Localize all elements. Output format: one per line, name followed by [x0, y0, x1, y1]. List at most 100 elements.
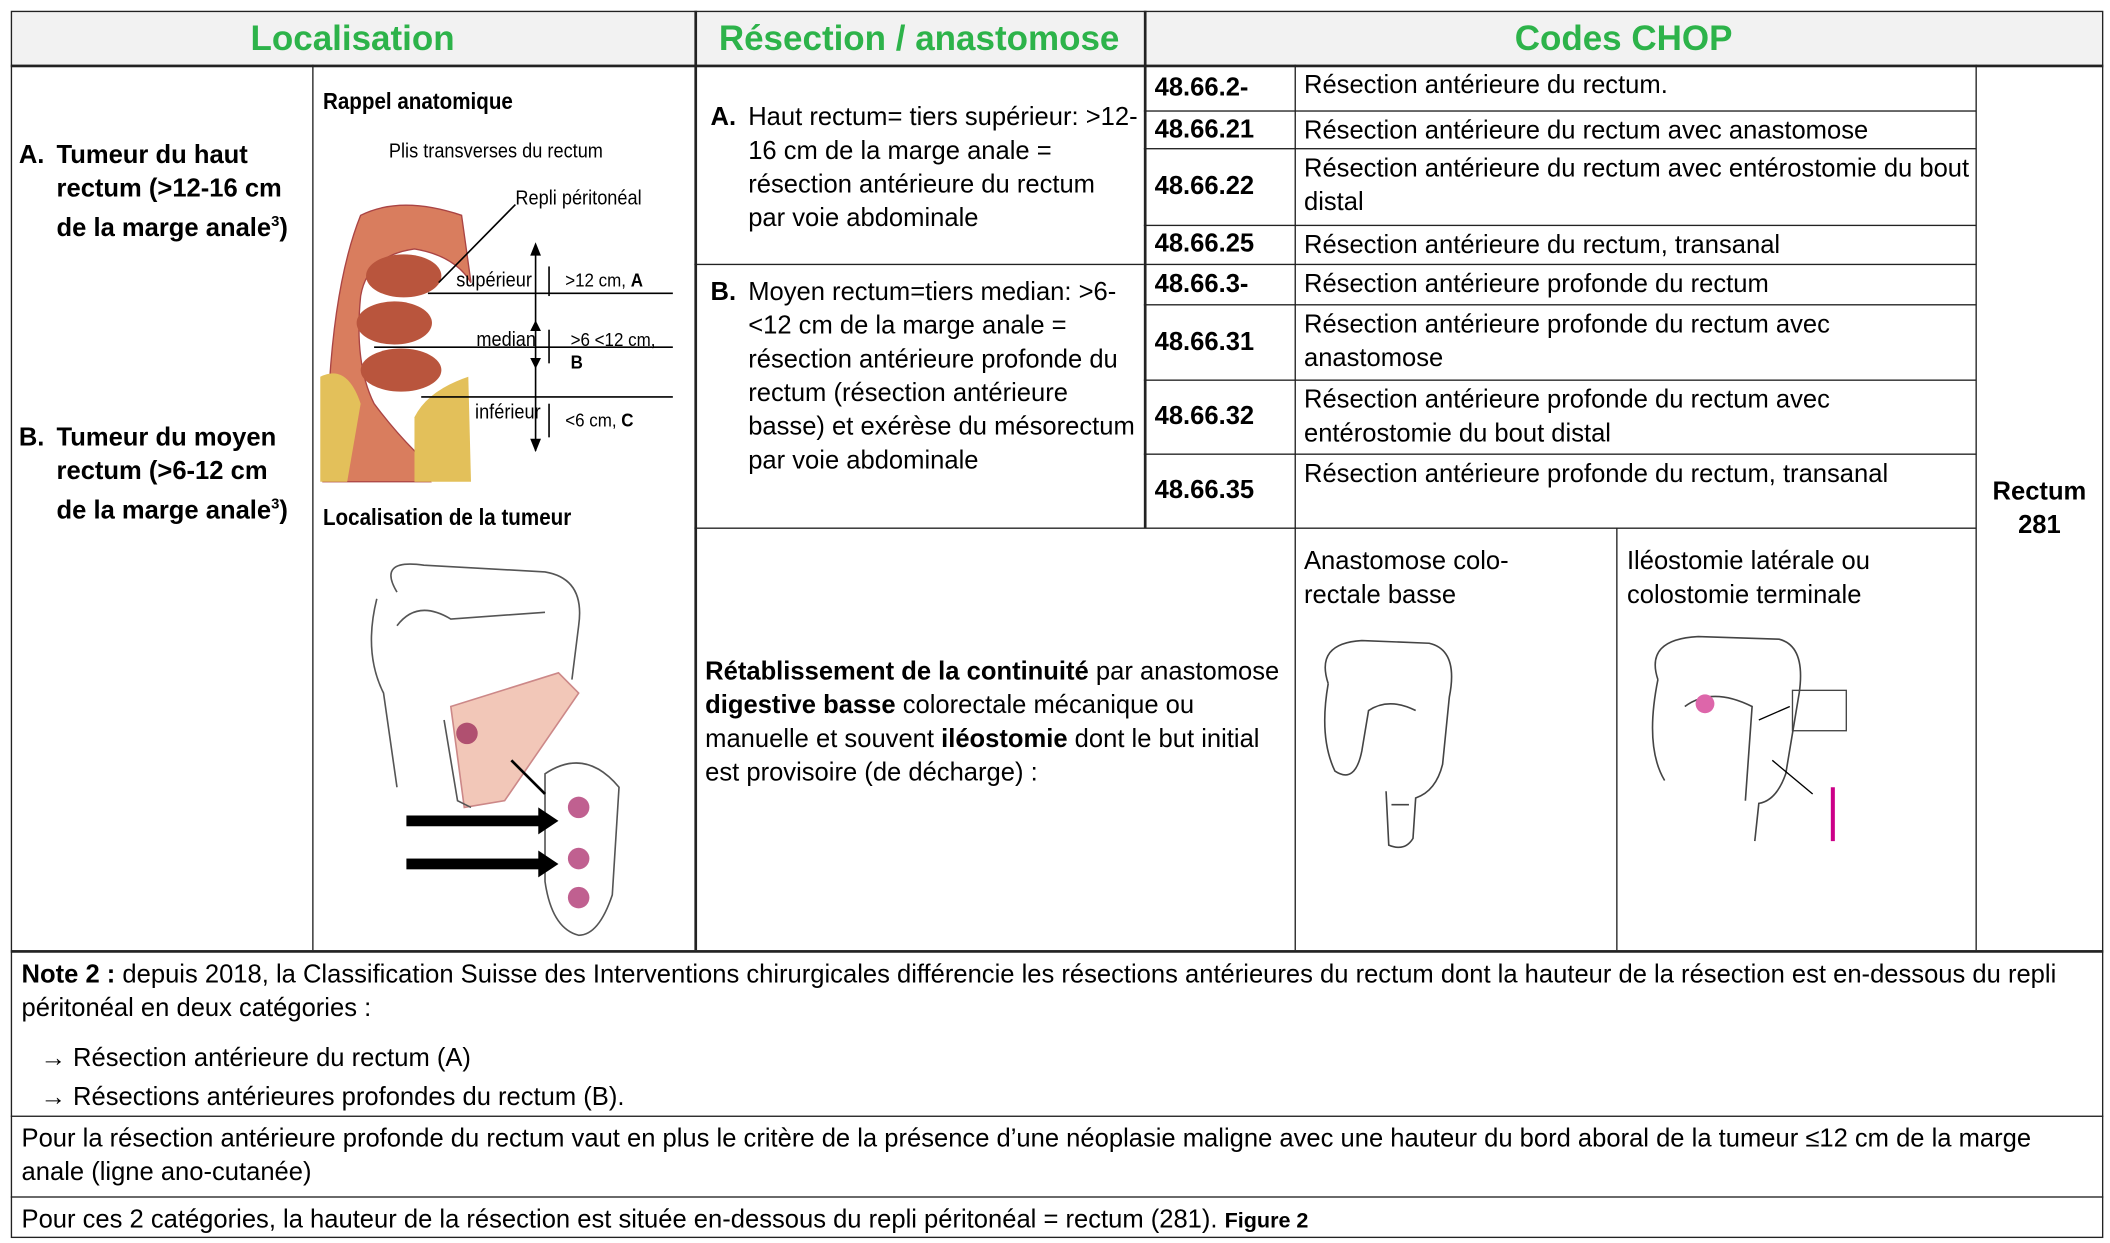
rule [10, 1196, 2104, 1198]
rule [1143, 10, 1146, 528]
label: A. [710, 103, 737, 132]
code: 48.66.32 [1154, 402, 1255, 431]
rule [10, 1115, 2104, 1117]
text-segment: par anastomose [1088, 658, 1280, 687]
level-range: >12 cm, A [565, 269, 659, 292]
level-name: supérieur [456, 269, 532, 293]
rule [10, 64, 2104, 67]
rule [1143, 263, 1976, 266]
superscript: 3 [271, 213, 280, 231]
resection-b: B. Moyen rectum=tiers median: >6-<12 cm … [711, 276, 1139, 478]
note: Note 2 : depuis 2018, la Classification … [22, 958, 2088, 1025]
text-segment: Rétablissement de la continuité [705, 658, 1089, 687]
localisation-a: A. Tumeur du haut rectum (>12-16 cm de l… [19, 139, 302, 246]
label: B. [710, 278, 737, 307]
anatomy-title: Rappel anatomique [322, 88, 513, 115]
continuity-text: Rétablissement de la continuité par anas… [705, 655, 1284, 790]
level-letter: A [630, 269, 643, 291]
range: <6 cm, [565, 409, 617, 431]
text-segment: digestive basse [705, 691, 896, 720]
text: Haut rectum= tiers supérieur: >12-16 cm … [748, 103, 1138, 233]
resection-a: A. Haut rectum= tiers supérieur: >12-16 … [711, 101, 1139, 236]
superscript: 3 [271, 496, 280, 513]
code-description: Résection antérieure du rectum, transana… [1303, 231, 1781, 260]
note-paragraph: Pour ces 2 catégories, la hauteur de la … [22, 1203, 2088, 1238]
label: B. [18, 423, 45, 453]
text: Tumeur du haut rectum (>12-16 cm de la m… [56, 141, 282, 243]
label: A. [18, 141, 45, 170]
rectum-code: 281 [2018, 511, 2061, 540]
rule [1143, 379, 1976, 381]
note-text: depuis 2018, la Classification Suisse de… [21, 960, 2057, 1023]
header-cell: Localisation [250, 17, 455, 58]
code-description: Résection antérieure profonde du rectum,… [1303, 460, 1889, 489]
rule [1143, 148, 1976, 150]
text-segment: colorectale mécanique ou manuelle et sou… [705, 691, 1195, 754]
code: 48.66.31 [1154, 327, 1255, 356]
level-range: >6 <12 cm, B [571, 328, 665, 374]
level-letter: C [621, 409, 634, 431]
rule [1143, 453, 1976, 455]
text-segment: iléostomie [941, 725, 1068, 754]
localisation-b: B. Tumeur du moyen rectum (>6-12 cm de l… [19, 421, 302, 528]
text: Tumeur du haut rectum (>12-16 cm de la m… [57, 139, 302, 246]
note-label: Note 2 : [21, 960, 116, 990]
illustration-caption: Anastomose colo-rectale basse [1303, 547, 1509, 610]
rule [694, 527, 1976, 529]
header-bg [10, 10, 2104, 65]
level-letter: B [570, 351, 583, 373]
rule [694, 10, 697, 951]
anatomy-label: Repli péritonéal [515, 187, 642, 210]
rectum-cell: Rectum 281 [1975, 475, 2103, 542]
rule [1143, 224, 1976, 227]
code-description: Résection antérieure du rectum. [1303, 71, 1668, 100]
text: Tumeur du moyen rectum (>6-12 cm de la m… [57, 421, 302, 528]
text-segment: dont le but initial est provisoire (de d… [705, 725, 1260, 788]
illustration-caption: Iléostomie latérale ou colostomie termin… [1626, 547, 1870, 610]
text: Moyen rectum=tiers median: >6-<12 cm de … [748, 278, 1135, 476]
note-item: → Résection antérieure du rectum (A) [40, 1044, 471, 1073]
rectum-label: Rectum [1992, 477, 2087, 506]
note-item: → Résections antérieures profondes du re… [40, 1083, 625, 1112]
code: 48.66.25 [1154, 230, 1255, 259]
note-text: Pour ces 2 catégories, la hauteur de la … [21, 1205, 1225, 1235]
rule [312, 64, 314, 951]
code: 48.66.2- [1154, 73, 1249, 102]
rule [1143, 304, 1976, 306]
rule [1616, 527, 1618, 951]
level-name: inférieur [475, 401, 541, 424]
code-description: Résection antérieure profonde du rectum [1303, 270, 1769, 299]
rule [1975, 64, 1977, 951]
figure-ref: Figure 2 [1224, 1209, 1309, 1233]
code: 48.66.21 [1154, 115, 1255, 144]
range: >6 <12 cm, [570, 328, 656, 350]
rule [1294, 64, 1296, 951]
code: 48.66.35 [1154, 476, 1255, 505]
rule [694, 263, 1144, 266]
rectum-illustration [320, 203, 673, 483]
rule [1143, 110, 1976, 112]
colon-illustration [370, 563, 620, 937]
text: Tumeur du moyen rectum (>6-12 cm de la m… [56, 423, 277, 526]
text: ) [279, 497, 288, 526]
anastomosis-illustration [1323, 639, 1453, 849]
note-paragraph: Pour la résection antérieure profonde du… [21, 1125, 2032, 1187]
code-description: Résection antérieure du rectum avec enté… [1303, 154, 1970, 217]
code-description: Résection antérieure du rectum avec anas… [1303, 117, 1869, 146]
code-description: Résection antérieure profonde du rectum … [1303, 310, 1830, 373]
code-description: Résection antérieure profonde du rectum … [1303, 386, 1830, 449]
rule [10, 950, 2104, 953]
code: 48.66.3- [1154, 269, 1249, 299]
ileostomy-illustration [1651, 635, 1847, 842]
text: ) [279, 214, 288, 243]
level-range: <6 cm, C [565, 409, 659, 432]
header-cell: Résection / anastomose [718, 17, 1120, 58]
level-name: median [476, 328, 536, 352]
code: 48.66.22 [1154, 172, 1255, 201]
tumor-title: Localisation de la tumeur [322, 504, 572, 531]
anatomy-subtitle: Plis transverses du rectum [388, 139, 603, 163]
header-cell: Codes CHOP [1514, 17, 1733, 58]
range: >12 cm, [565, 269, 626, 291]
